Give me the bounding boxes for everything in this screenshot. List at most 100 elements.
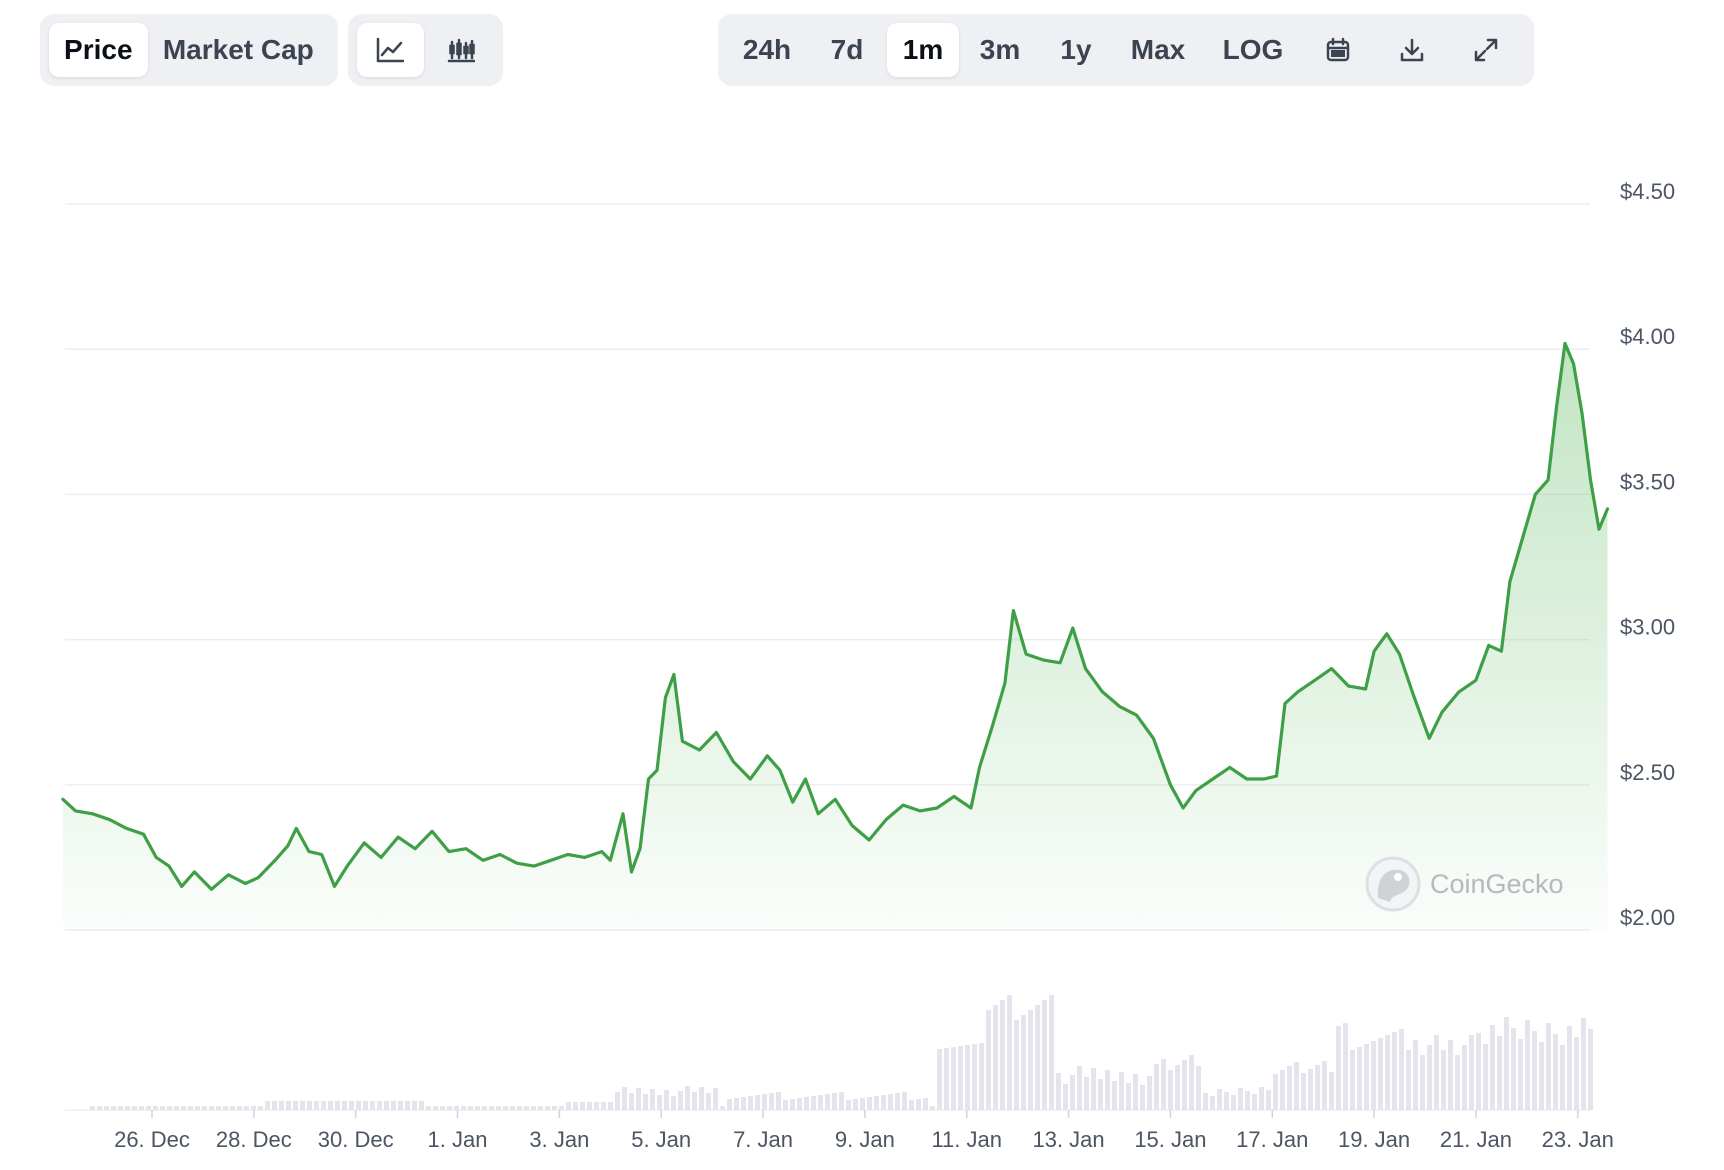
volume-bar [1539,1042,1544,1110]
tab-range-7d[interactable]: 7d [830,34,864,65]
coingecko-watermark: CoinGecko [1365,856,1564,912]
volume-bar [1329,1072,1334,1110]
tab-market-cap[interactable]: Market Cap [162,34,314,65]
tab-range-1m[interactable]: 1m [887,23,959,77]
volume-bar [1000,1000,1005,1110]
volume-bar [1035,1005,1040,1110]
line-chart-icon[interactable] [357,23,424,77]
volume-bar [685,1086,690,1110]
volume-bar [1112,1081,1117,1110]
volume-bar [1238,1088,1243,1110]
volume-bar [391,1101,396,1110]
volume-bar [713,1088,718,1110]
tab-range-24h[interactable]: 24h [742,34,792,65]
volume-bar [104,1106,109,1110]
volume-bar [349,1101,354,1110]
volume-bar [482,1106,487,1110]
volume-bar [251,1106,256,1110]
volume-bar [97,1106,102,1110]
volume-bar [1441,1050,1446,1110]
volume-bar [769,1093,774,1110]
volume-bar [356,1101,361,1110]
y-tick-label: $2.50 [1620,760,1675,785]
volume-bar [489,1106,494,1110]
volume-bar [384,1101,389,1110]
volume-bar [664,1090,669,1110]
volume-bar [790,1099,795,1110]
tab-log-scale[interactable]: LOG [1222,34,1284,65]
volume-bar [1448,1040,1453,1110]
volume-bar [1581,1018,1586,1110]
volume-bar [272,1101,277,1110]
volume-bar [1196,1066,1201,1110]
y-tick-label: $4.50 [1620,179,1675,204]
x-tick-label: 13. Jan [1032,1127,1104,1152]
volume-bar [230,1106,235,1110]
volume-bar [671,1096,676,1110]
volume-bar [867,1097,872,1110]
volume-bar [1294,1062,1299,1110]
volume-bar [1252,1094,1257,1110]
tab-range-max[interactable]: Max [1130,34,1186,65]
tab-price[interactable]: Price [49,23,148,77]
volume-bar [678,1091,683,1110]
volume-bar [328,1101,333,1110]
x-tick-label: 23. Jan [1542,1127,1614,1152]
volume-bar [895,1093,900,1110]
volume-bar [923,1098,928,1110]
volume-bar [209,1106,214,1110]
volume-bar [1280,1070,1285,1110]
watermark-text: CoinGecko [1430,869,1564,899]
volume-bar [1098,1079,1103,1110]
volume-bar [587,1102,592,1110]
range-tabs: 24h 7d 1m 3m 1y Max LOG [718,14,1534,86]
volume-bar [1385,1035,1390,1110]
volume-bar [111,1106,116,1110]
volume-bar [1504,1017,1509,1110]
x-tick-label: 30. Dec [318,1127,394,1152]
volume-bar [503,1106,508,1110]
volume-bar [657,1095,662,1110]
fullscreen-icon[interactable] [1449,23,1523,77]
volume-bar [720,1106,725,1110]
volume-bar [783,1100,788,1110]
volume-bar [1182,1060,1187,1110]
x-tick-label: 3. Jan [529,1127,589,1152]
volume-bar [979,1043,984,1110]
tab-range-1y[interactable]: 1y [1060,34,1092,65]
volume-bar [706,1093,711,1110]
volume-bar [804,1097,809,1110]
volume-bar [1532,1031,1537,1110]
volume-bar [398,1101,403,1110]
volume-bar [545,1106,550,1110]
x-tick-label: 28. Dec [216,1127,292,1152]
volume-bar [433,1106,438,1110]
volume-bar [1301,1073,1306,1110]
volume-bar [741,1097,746,1110]
volume-bar [1014,1020,1019,1110]
calendar-icon[interactable] [1301,23,1375,77]
volume-bar [1378,1038,1383,1110]
volume-bar [1427,1045,1432,1110]
volume-bar [370,1101,375,1110]
volume-bar [1147,1076,1152,1110]
volume-bar [454,1106,459,1110]
volume-bar [601,1102,606,1110]
volume-bar [1490,1025,1495,1110]
volume-bar [286,1101,291,1110]
volume-bar [1287,1066,1292,1110]
x-tick-label: 9. Jan [835,1127,895,1152]
volume-bar [167,1106,172,1110]
coingecko-logo-icon [1365,856,1421,912]
volume-bar [531,1106,536,1110]
download-icon[interactable] [1375,23,1449,77]
volume-bar [1483,1044,1488,1110]
candlestick-chart-icon[interactable] [428,23,495,77]
volume-bar [951,1047,956,1110]
volume-bar [1105,1070,1110,1110]
tab-range-3m[interactable]: 3m [979,34,1021,65]
volume-bar [426,1106,431,1110]
volume-bar [1308,1069,1313,1110]
volume-bar [881,1095,886,1110]
volume-bar [1091,1068,1096,1110]
